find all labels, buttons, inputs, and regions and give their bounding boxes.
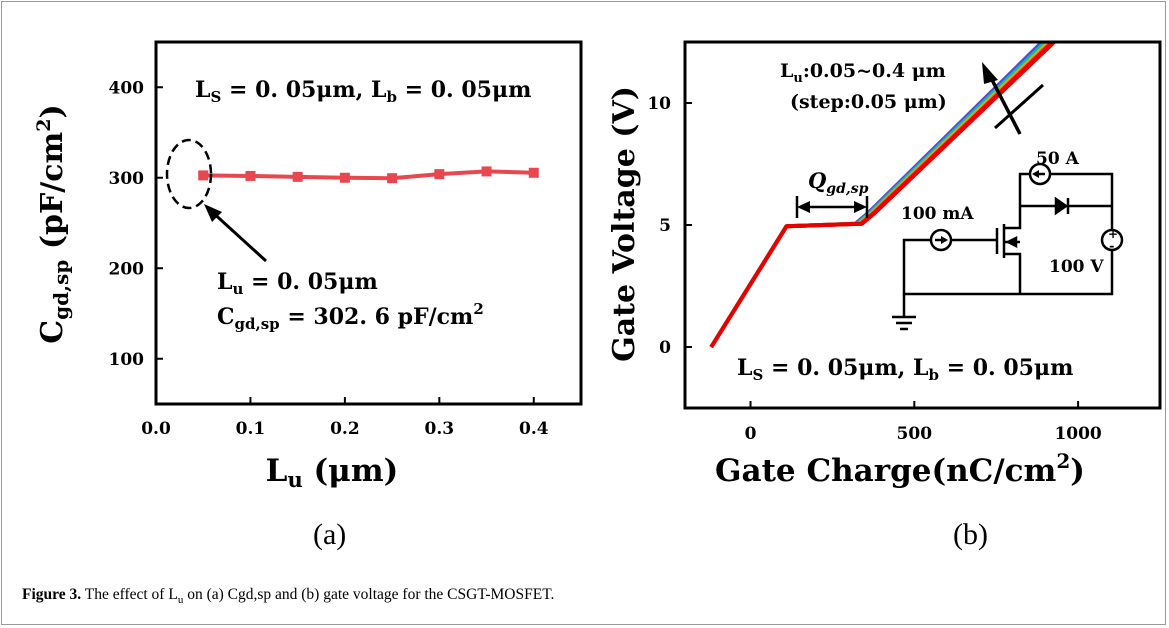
- chart-a-data-point: [387, 173, 398, 184]
- sweep-cross-line: [993, 83, 1045, 130]
- chart-a-x-tick-label: 0.2: [330, 419, 360, 439]
- annotation-arrow-line: [208, 208, 268, 263]
- chart-b-step: (step:0.05 μm): [790, 91, 947, 113]
- voltage-source-icon: [1100, 228, 1124, 252]
- circuit-top-wire: [1018, 172, 1114, 230]
- chart-b-x-tick-label: 1000: [1054, 424, 1101, 444]
- chart-a-data-point: [339, 172, 350, 183]
- chart-b-y-tick-label: 10: [647, 94, 671, 114]
- voltage-plus: +: [1108, 227, 1118, 241]
- current-100ma-arrowhead: [941, 236, 948, 244]
- chart-a-x-tick-label: 0.1: [236, 419, 266, 439]
- test-circuit: [892, 162, 1124, 331]
- q-gd-label: Qgd,sp: [808, 168, 869, 197]
- chart-b-y-tick-label: 0: [659, 338, 671, 358]
- voltage-minus: -: [1109, 239, 1114, 254]
- chart-a-data-point: [434, 169, 445, 180]
- panel-b-label: (b): [953, 518, 988, 551]
- chart-a-x-ticks: 0.0 0.1 0.2 0.3 0.4: [141, 397, 549, 439]
- q-gd-arrow-left: [797, 201, 810, 213]
- chart-a-y-tick-label: 100: [109, 350, 145, 370]
- chart-b-x-label: Gate Charge(nC/cm2): [715, 449, 1085, 489]
- chart-a-y-label: Cgd,sp (pF/cm2): [33, 104, 73, 343]
- current-100ma-label: 100 mA: [901, 204, 974, 224]
- chart-a-plot-area: [154, 40, 583, 406]
- chart-b-lu-range: Lu:0.05~0.4 μm: [780, 60, 946, 86]
- figure-caption: Figure 3. The effect of Lu on (a) Cgd,sp…: [22, 586, 554, 606]
- q-gd-arrow-right: [854, 201, 867, 213]
- chart-b-x-ticks: 0 500 1000: [745, 401, 1102, 444]
- chart-b-annotation-bottom: LS = 0. 05μm, Lb = 0. 05μm: [737, 355, 1073, 384]
- chart-b-x-tick-label: 0: [745, 424, 757, 444]
- chart-a-data-point: [292, 171, 303, 182]
- mosfet-source: [1004, 252, 1022, 294]
- chart-a-x-tick-label: 0.4: [519, 419, 549, 439]
- mosfet-arrow: [1005, 235, 1018, 249]
- chart-a-data-point: [198, 170, 209, 181]
- chart-a: 0.0 0.1 0.2 0.3 0.4 100 200 300 400 Cgd,sp (pF/…: [33, 40, 583, 492]
- chart-a-x-tick-label: 0.3: [425, 419, 455, 439]
- caption-sub: u: [177, 594, 184, 607]
- chart-b-series-line: [709, 42, 1058, 349]
- chart-b-y-tick-label: 5: [659, 216, 671, 236]
- chart-a-data-point: [245, 170, 256, 181]
- diode-icon: [1054, 196, 1069, 216]
- chart-a-y-tick-label: 200: [109, 259, 145, 279]
- chart-a-x-label: Lu (μm): [266, 453, 399, 492]
- chart-a-data-point: [481, 166, 492, 177]
- caption-bold: Figure 3.: [22, 586, 82, 603]
- chart-a-data-point: [528, 167, 539, 178]
- chart-b-y-label: Gate Voltage (V): [607, 86, 642, 362]
- chart-a-annotation-lu: Lu = 0. 05μm: [217, 269, 378, 298]
- chart-a-x-tick-label: 0.0: [141, 419, 171, 439]
- chart-a-y-ticks: 100 200 300 400: [109, 78, 163, 370]
- current-50a-arrowhead: [1032, 170, 1039, 178]
- current-50a-label: 50 A: [1036, 149, 1080, 169]
- sweep-arrow-head: [982, 62, 998, 84]
- chart-a-series-line: [203, 169, 534, 181]
- chart-a-y-tick-label: 300: [109, 169, 145, 189]
- sweep-arrow-line: [988, 75, 1022, 135]
- voltage-100v-label: 100 V: [1049, 257, 1104, 277]
- chart-b-x-tick-label: 500: [897, 424, 933, 444]
- highlight-ellipse: [165, 138, 213, 210]
- chart-a-y-tick-label: 400: [109, 78, 145, 98]
- mosfet-drain: [1004, 206, 1022, 230]
- chart-b-y-ticks: 0 5 10: [647, 94, 692, 358]
- panel-a-label: (a): [313, 518, 347, 551]
- annotation-arrow-head: [204, 204, 222, 222]
- chart-a-annotation-cgd: Cgd,sp = 302. 6 pF/cm2: [217, 300, 484, 333]
- caption-text-1: The effect of L: [81, 586, 178, 603]
- chart-b: 0 500 1000 0 5 10 Gate Voltage (V) Gate Char…: [607, 40, 1162, 489]
- chart-a-series: [198, 166, 539, 184]
- chart-a-annotation-top: LS = 0. 05μm, Lb = 0. 05μm: [195, 77, 531, 106]
- caption-text-2: on (a) Cgd,sp and (b) gate voltage for t…: [183, 586, 555, 603]
